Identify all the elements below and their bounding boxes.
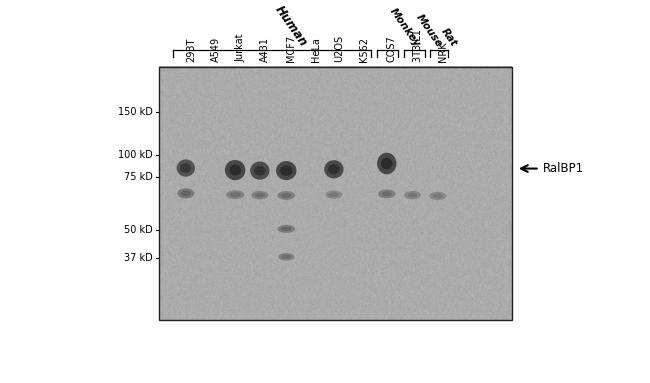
Text: 293T: 293T <box>186 38 196 62</box>
Ellipse shape <box>324 160 344 178</box>
Text: COS7: COS7 <box>387 36 396 62</box>
Ellipse shape <box>404 191 421 200</box>
Ellipse shape <box>229 165 241 176</box>
Ellipse shape <box>226 190 244 199</box>
Ellipse shape <box>378 190 396 198</box>
Text: 50 kD: 50 kD <box>124 225 153 235</box>
Ellipse shape <box>278 191 295 200</box>
Ellipse shape <box>254 165 266 176</box>
Ellipse shape <box>229 192 240 197</box>
Text: Jurkat: Jurkat <box>235 34 245 62</box>
Text: MCF7: MCF7 <box>286 35 296 62</box>
Text: 75 kD: 75 kD <box>124 172 153 182</box>
Ellipse shape <box>433 194 443 198</box>
Ellipse shape <box>381 157 393 169</box>
Text: Human: Human <box>272 3 309 49</box>
Text: HeLa: HeLa <box>311 37 321 62</box>
Ellipse shape <box>280 165 292 176</box>
Ellipse shape <box>180 163 191 173</box>
Ellipse shape <box>278 253 294 260</box>
Ellipse shape <box>181 191 191 196</box>
Ellipse shape <box>250 162 270 180</box>
Ellipse shape <box>177 159 195 177</box>
Text: A549: A549 <box>211 37 220 62</box>
Ellipse shape <box>377 153 396 174</box>
Text: A431: A431 <box>260 37 270 62</box>
Text: 3T3 L1: 3T3 L1 <box>413 29 422 62</box>
Ellipse shape <box>255 193 265 198</box>
Ellipse shape <box>430 192 447 200</box>
Ellipse shape <box>382 192 392 196</box>
Text: Rat: Rat <box>439 27 459 49</box>
Ellipse shape <box>278 225 295 233</box>
Text: 150 kD: 150 kD <box>118 107 153 117</box>
Ellipse shape <box>281 193 292 198</box>
Ellipse shape <box>252 191 268 200</box>
Ellipse shape <box>329 192 339 197</box>
Bar <box>159 67 512 320</box>
Text: RalBP1: RalBP1 <box>543 162 584 175</box>
Ellipse shape <box>328 164 340 174</box>
Text: NRK: NRK <box>438 41 448 62</box>
Text: Mouse: Mouse <box>414 12 444 49</box>
Ellipse shape <box>281 255 291 259</box>
Text: K562: K562 <box>359 37 369 62</box>
Ellipse shape <box>281 227 292 231</box>
Ellipse shape <box>326 190 343 199</box>
Text: U2OS: U2OS <box>334 35 344 62</box>
Ellipse shape <box>225 160 245 180</box>
Ellipse shape <box>177 188 194 198</box>
Ellipse shape <box>276 161 296 180</box>
Text: Monkey: Monkey <box>388 6 422 49</box>
Text: 37 kD: 37 kD <box>124 253 153 263</box>
Text: 100 kD: 100 kD <box>118 151 153 160</box>
Ellipse shape <box>408 193 417 198</box>
